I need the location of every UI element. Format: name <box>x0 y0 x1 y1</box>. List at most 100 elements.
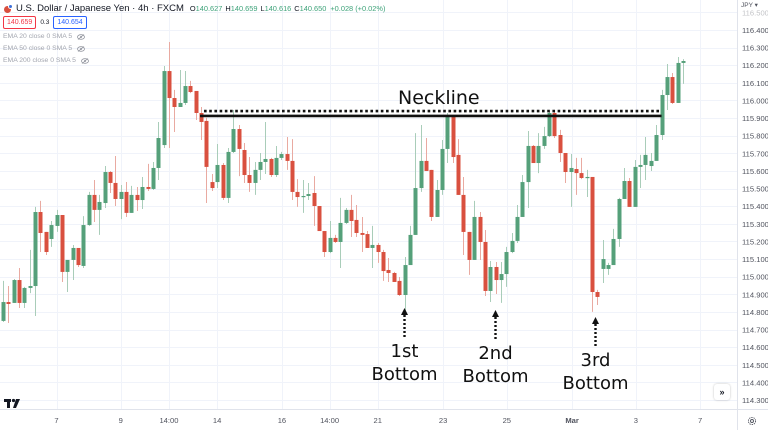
price-tick-label: 116.500 <box>742 8 768 17</box>
tradingview-logo[interactable] <box>4 398 22 409</box>
candle-body <box>290 160 295 192</box>
candle-up <box>403 256 408 312</box>
time-axis-background <box>0 409 737 430</box>
time-tick-label: 14:00 <box>320 416 339 425</box>
candle-down <box>135 186 140 211</box>
eye-off-icon[interactable] <box>77 45 86 52</box>
candle-up <box>119 185 124 220</box>
candle-down <box>574 157 579 195</box>
arrow-up-icon <box>592 317 599 325</box>
candle-down <box>204 117 209 204</box>
candle-down <box>595 289 600 306</box>
grid <box>0 0 737 409</box>
candle-up <box>601 240 606 284</box>
candle-body <box>263 158 268 162</box>
candle-up <box>660 89 665 140</box>
candle-up <box>274 145 279 177</box>
ohlc-open: O140.627 <box>189 4 223 13</box>
candle-up <box>520 175 525 217</box>
candle-up <box>344 207 349 224</box>
price-tick-label: 114.400 <box>742 378 768 387</box>
candle-body <box>451 117 456 158</box>
currency-selector[interactable]: JPY ▾ <box>741 2 767 10</box>
time-axis[interactable]: 7 9 14:00 14 16 14:00 21 23 25 Mar 3 7 <box>0 409 768 430</box>
candle-down <box>670 72 675 105</box>
candle-up <box>665 64 670 110</box>
price-tick-label: 115.200 <box>742 237 768 246</box>
eye-off-icon[interactable] <box>77 33 86 40</box>
candle-body <box>87 194 92 226</box>
candle-down <box>349 194 354 238</box>
candle-down <box>392 271 397 282</box>
candle-up <box>370 225 375 269</box>
candle-body <box>360 232 365 235</box>
candle-body <box>108 172 113 183</box>
candle-body <box>151 167 156 189</box>
time-tick-label: 23 <box>439 416 447 425</box>
candle-up <box>1 280 6 322</box>
candle-body <box>6 302 11 304</box>
candle-body <box>33 212 38 287</box>
candle-up <box>445 112 450 164</box>
ohlc-close: C140.650 <box>294 4 327 13</box>
price-axis[interactable]: 116.500 116.400 116.300 116.200 116.100 116.0… <box>737 0 768 430</box>
sell-button[interactable]: 140.659 <box>3 15 37 29</box>
candle-body <box>478 216 483 242</box>
price-tick-label: 114.500 <box>742 361 768 370</box>
time-tick-label: 9 <box>119 416 123 425</box>
candle-down <box>44 231 49 256</box>
bottom-label-text: Bottom <box>562 373 628 394</box>
indicator-ema-200[interactable]: EMA 200 close 0 SMA 5 <box>3 55 89 66</box>
price-tick-label: 115.400 <box>742 202 768 211</box>
candles <box>1 41 686 324</box>
candle-up <box>258 152 263 180</box>
candle-down <box>365 231 370 248</box>
arrow-up-icon <box>492 309 499 317</box>
candle-body <box>638 164 643 167</box>
indicator-label: EMA 200 close 0 SMA 5 <box>3 57 76 64</box>
gear-icon[interactable] <box>747 416 757 426</box>
candle-down <box>456 139 461 195</box>
candle-down <box>627 178 632 207</box>
candle-body <box>172 98 177 107</box>
candle-down <box>146 163 151 192</box>
candle-body <box>124 191 129 213</box>
candle-down <box>478 212 483 260</box>
eye-off-icon[interactable] <box>81 57 89 64</box>
indicator-label: EMA 20 close 0 SMA 5 <box>3 33 73 40</box>
candle-up <box>633 160 638 207</box>
candle-body <box>665 77 670 96</box>
candle-body <box>547 112 552 137</box>
candle-down <box>386 258 391 282</box>
candle-body <box>194 90 199 113</box>
indicator-ema-20[interactable]: EMA 20 close 0 SMA 5 <box>3 31 86 42</box>
candle-up <box>49 221 54 247</box>
candle-up <box>81 216 86 269</box>
candle-up <box>585 169 590 198</box>
candle-up <box>499 262 504 303</box>
candle-down <box>424 138 429 171</box>
candle-up <box>617 197 622 247</box>
candle-body <box>146 186 151 189</box>
bottom-label-ordinal: 1st <box>391 341 419 362</box>
symbol-title[interactable]: U.S. Dollar / Japanese Yen · 4h · FXCM <box>16 3 184 14</box>
price-tick-label: 115.600 <box>742 167 768 176</box>
time-tick-label: Mar <box>565 416 579 425</box>
indicator-ema-50[interactable]: EMA 50 close 0 SMA 5 <box>3 43 86 54</box>
candle-body <box>531 145 536 164</box>
candle-up <box>162 65 167 149</box>
candle-body <box>306 194 311 196</box>
candle-up <box>638 154 643 189</box>
candle-down <box>590 176 595 312</box>
candle-up <box>22 286 27 309</box>
buy-button[interactable]: 140.654 <box>53 15 87 29</box>
candle-up <box>129 185 134 213</box>
time-tick-label: 14 <box>213 416 221 425</box>
bottom-label-text: Bottom <box>371 364 437 385</box>
scroll-to-realtime-button[interactable]: » <box>714 384 730 400</box>
